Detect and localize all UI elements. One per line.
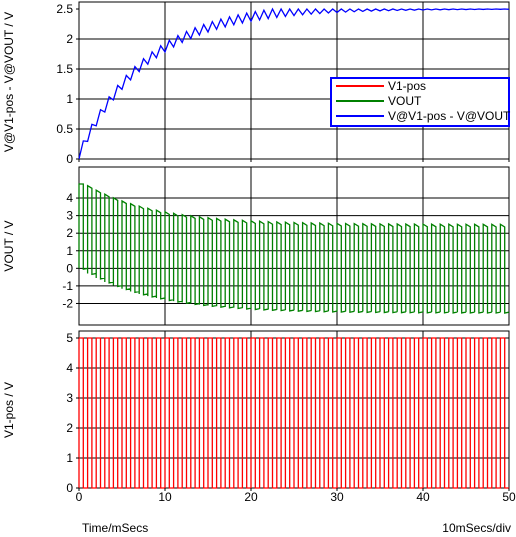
y-axis-title-top: V@V1-pos - V@VOUT / V [2, 12, 16, 152]
series-layer [78, 7, 510, 489]
y-tick-label: 1 [66, 244, 73, 258]
y-axis-title-middle: VOUT / V [2, 220, 16, 271]
y-axis-title-bottom: V1-pos / V [2, 382, 16, 438]
x-tick-label: 0 [76, 490, 83, 504]
y-tick-label: 1.5 [56, 62, 73, 76]
y-tick-label: 0 [66, 261, 73, 275]
y-tick-label: 3 [66, 391, 73, 405]
x-tick-label: 40 [416, 490, 430, 504]
y-tick-label: 4 [66, 361, 73, 375]
time-scale-label: 10mSecs/div [442, 521, 511, 535]
y-tick-label: 3 [66, 209, 73, 223]
x-tick-label: 50 [502, 490, 516, 504]
legend: V1-pos VOUT V@V1-pos - V@VOUT [330, 77, 511, 127]
y-tick-label: 5 [66, 331, 73, 345]
y-tick-label: 0 [66, 152, 73, 166]
y-tick-label: 2 [66, 226, 73, 240]
legend-label-diff: V@V1-pos - V@VOUT [388, 109, 511, 123]
legend-label-vout: VOUT [388, 94, 422, 108]
y-tick-label: 4 [66, 191, 73, 205]
y-tick-label: 2.5 [56, 2, 73, 16]
series-line-vout [78, 183, 510, 314]
y-tick-label: 1 [66, 451, 73, 465]
y-tick-label: 0 [66, 481, 73, 495]
legend-label-v1pos: V1-pos [388, 79, 426, 93]
y-tick-label: 0.5 [56, 122, 73, 136]
y-tick-label: -1 [62, 279, 73, 293]
y-tick-label: 2 [66, 421, 73, 435]
series-line-v-v1-pos-v-vout [78, 7, 510, 160]
series-line-v1-pos [78, 337, 509, 489]
y-tick-label: 2 [66, 32, 73, 46]
x-tick-label: 30 [330, 490, 344, 504]
x-tick-label: 20 [244, 490, 258, 504]
y-tick-label: 1 [66, 92, 73, 106]
x-axis-title: Time/mSecs [82, 521, 148, 535]
y-tick-label: -2 [62, 296, 73, 310]
x-tick-label: 10 [158, 490, 172, 504]
